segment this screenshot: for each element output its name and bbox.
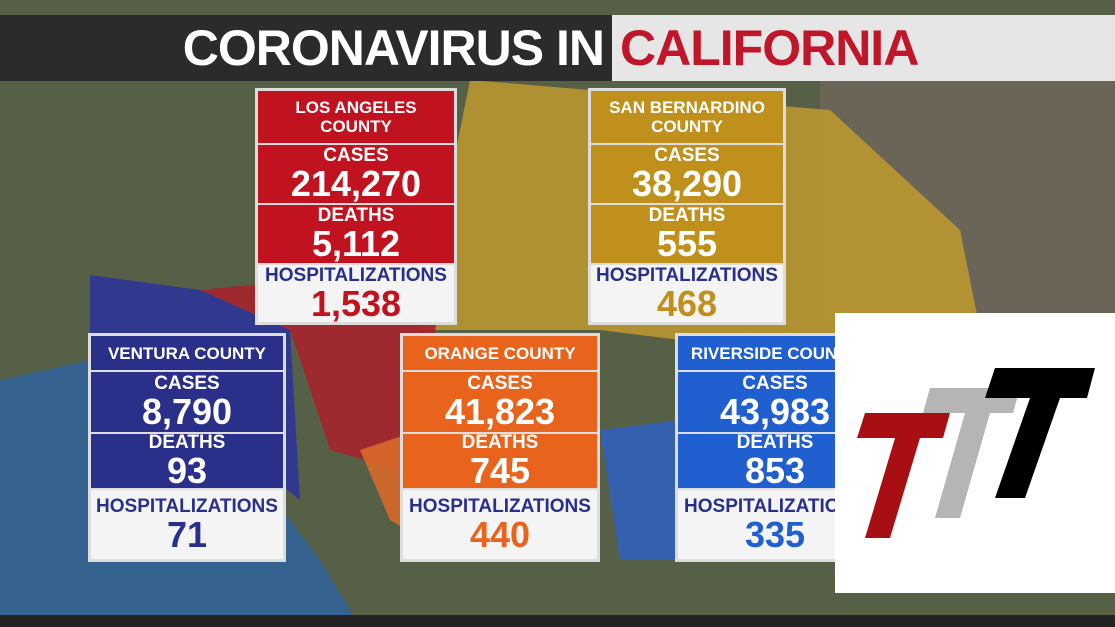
stat-block: HOSPITALIZATIONS 1,538 — [258, 263, 454, 322]
stat-value: 93 — [166, 450, 208, 491]
stat-label: CASES — [742, 373, 808, 394]
stat-value: 440 — [469, 513, 531, 555]
stat-label: CASES — [323, 145, 389, 166]
stat-label: DEATHS — [148, 432, 226, 453]
stat-value: 214,270 — [290, 163, 422, 204]
stat-block: DEATHS 745 — [403, 432, 597, 491]
stat-label: HOSPITALIZATIONS — [265, 264, 447, 286]
logo — [835, 313, 1115, 593]
stat-label: CASES — [154, 373, 220, 394]
stat-value: 5,112 — [311, 223, 401, 264]
stat-label: HOSPITALIZATIONS — [96, 495, 278, 517]
stat-label: DEATHS — [461, 432, 539, 453]
title-right: CALIFORNIA — [612, 15, 1115, 81]
stat-block: HOSPITALIZATIONS 468 — [591, 263, 783, 322]
stat-value: 71 — [166, 513, 208, 555]
stat-block: HOSPITALIZATIONS 440 — [403, 488, 597, 559]
county-card: ORANGE COUNTY CASES 41,823 DEATHS 745 HOSPITA… — [400, 333, 600, 562]
stat-value: 468 — [656, 282, 718, 324]
stat-block: CASES 8,790 — [91, 370, 283, 432]
county-card: LOS ANGELES COUNTY CASES 214,270 DEATHS 5,11… — [255, 88, 457, 325]
stat-block: DEATHS 555 — [591, 203, 783, 263]
county-name: LOS ANGELES COUNTY — [258, 91, 454, 143]
stat-value: 38,290 — [631, 163, 743, 204]
stat-block: DEATHS 853 — [678, 432, 872, 491]
stat-label: CASES — [467, 373, 533, 394]
stat-label: HOSPITALIZATIONS — [684, 495, 866, 517]
title-left: CORONAVIRUS IN — [0, 15, 612, 81]
stat-block: HOSPITALIZATIONS 71 — [91, 488, 283, 559]
stat-block: CASES 214,270 — [258, 143, 454, 203]
stat-label: HOSPITALIZATIONS — [409, 495, 591, 517]
stat-value: 745 — [469, 450, 531, 491]
county-name: VENTURA COUNTY — [91, 336, 283, 370]
stat-block: CASES 41,823 — [403, 370, 597, 432]
county-card: SAN BERNARDINO COUNTY CASES 38,290 DEATHS 55… — [588, 88, 786, 325]
stat-value: 41,823 — [444, 391, 556, 432]
stat-label: DEATHS — [648, 205, 726, 226]
county-name: SAN BERNARDINO COUNTY — [591, 91, 783, 143]
stat-value: 8,790 — [141, 391, 233, 432]
stat-block: DEATHS 5,112 — [258, 203, 454, 263]
stat-value: 43,983 — [719, 391, 831, 432]
stat-value: 335 — [744, 513, 806, 555]
stat-block: CASES 38,290 — [591, 143, 783, 203]
stat-label: CASES — [654, 145, 720, 166]
stat-value: 555 — [656, 223, 718, 264]
stat-value: 1,538 — [310, 282, 402, 324]
logo-mark — [857, 368, 1095, 538]
stat-block: CASES 43,983 — [678, 370, 872, 432]
stat-value: 853 — [744, 450, 806, 491]
county-card: VENTURA COUNTY CASES 8,790 DEATHS 93 HOSPITAL… — [88, 333, 286, 562]
county-name: ORANGE COUNTY — [403, 336, 597, 370]
stat-label: DEATHS — [736, 432, 814, 453]
stat-label: HOSPITALIZATIONS — [596, 264, 778, 286]
stat-label: DEATHS — [317, 205, 395, 226]
stat-block: DEATHS 93 — [91, 432, 283, 491]
